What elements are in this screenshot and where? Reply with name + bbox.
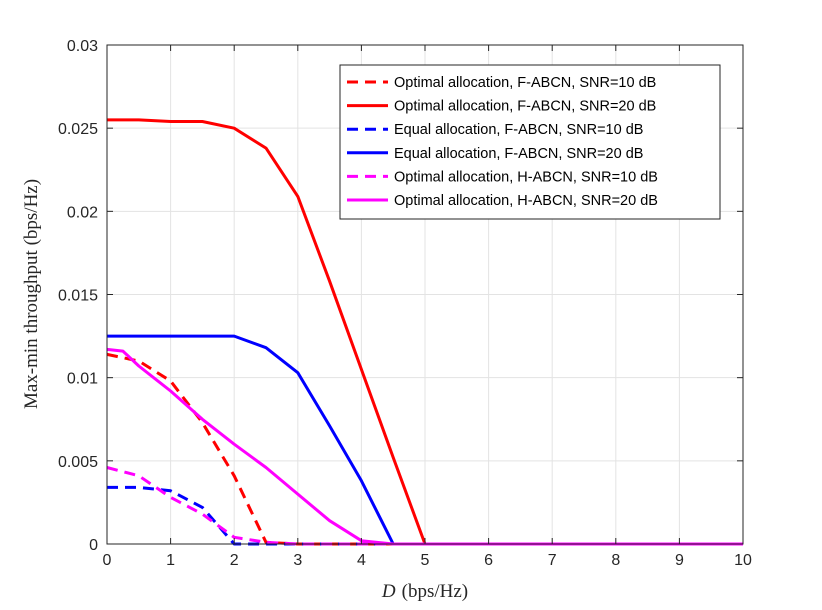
- legend: Optimal allocation, F-ABCN, SNR=10 dB Opt…: [339, 64, 721, 220]
- legend-entry-label: Optimal allocation, H-ABCN, SNR=10 dB: [394, 169, 658, 185]
- x-tick-label: 3: [293, 552, 302, 569]
- x-axis-label: D (bps/Hz): [381, 581, 468, 602]
- y-tick-label: 0.02: [67, 204, 98, 221]
- legend-entry-label: Optimal allocation, F-ABCN, SNR=20 dB: [394, 99, 656, 115]
- x-tick-label: 9: [675, 552, 684, 569]
- y-tick-label: 0: [89, 537, 98, 554]
- y-tick-label: 0.03: [67, 38, 98, 55]
- y-axis-label: Max-min throughput (bps/Hz): [21, 179, 42, 409]
- x-tick-label: 6: [484, 552, 493, 569]
- legend-entries: Optimal allocation, F-ABCN, SNR=10 dB Opt…: [347, 75, 658, 209]
- legend-entry-label: Optimal allocation, H-ABCN, SNR=20 dB: [394, 193, 658, 209]
- y-tick-label: 0.015: [58, 288, 98, 305]
- x-tick-labels: 0 1 2 3 4 5 6 7 8 9 10: [103, 552, 752, 569]
- y-tick-label: 0.005: [58, 454, 98, 471]
- legend-entry-label: Equal allocation, F-ABCN, SNR=20 dB: [394, 146, 643, 162]
- y-tick-labels: 0 0.005 0.01 0.015 0.02 0.025 0.03: [58, 38, 98, 554]
- x-tick-label: 10: [734, 552, 752, 569]
- legend-entry-label: Equal allocation, F-ABCN, SNR=10 dB: [394, 122, 643, 138]
- x-tick-label: 0: [103, 552, 112, 569]
- x-tick-label: 2: [230, 552, 239, 569]
- x-tick-label: 5: [421, 552, 430, 569]
- x-axis-unit: (bps/Hz): [402, 581, 468, 602]
- legend-box: [339, 64, 721, 220]
- x-tick-label: 4: [357, 552, 366, 569]
- x-axis-variable: D: [381, 581, 396, 602]
- x-tick-label: 7: [548, 552, 557, 569]
- y-tick-label: 0.025: [58, 121, 98, 138]
- x-tick-label: 8: [611, 552, 620, 569]
- x-tick-label: 1: [166, 552, 175, 569]
- axis-ticks: [106, 44, 744, 545]
- legend-entry-label: Optimal allocation, F-ABCN, SNR=10 dB: [394, 75, 656, 91]
- y-tick-label: 0.01: [67, 371, 98, 388]
